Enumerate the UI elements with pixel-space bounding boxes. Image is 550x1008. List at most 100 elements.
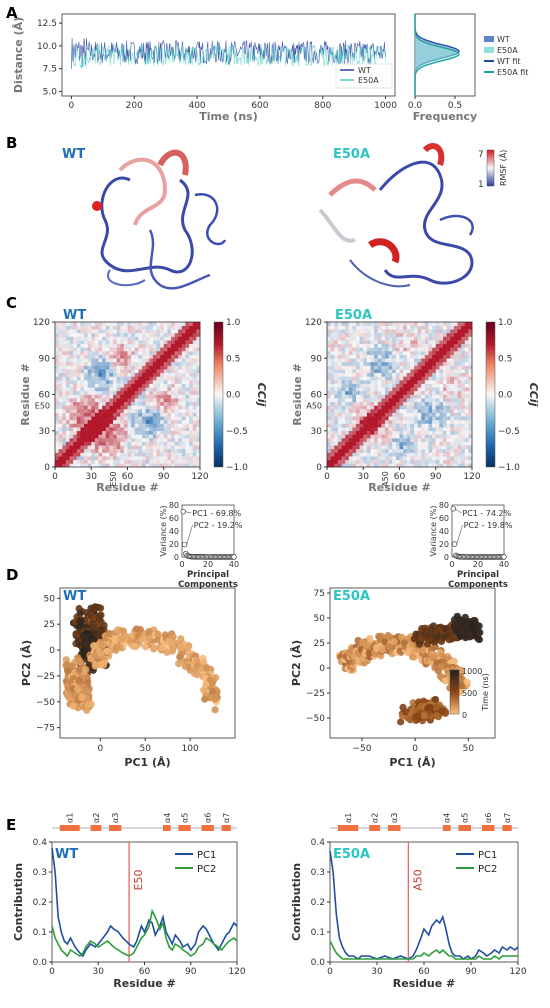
heat-cell	[123, 372, 128, 377]
heat-cell	[102, 387, 107, 392]
heat-cell	[392, 427, 397, 432]
heat-cell	[341, 419, 346, 424]
heat-cell	[156, 401, 161, 406]
heat-cell	[399, 358, 404, 363]
heat-cell	[374, 340, 379, 345]
y-tick-label: 0.1	[33, 928, 47, 938]
heat-cell	[84, 383, 88, 388]
heat-cell	[410, 390, 415, 395]
heat-cell	[381, 347, 386, 352]
heat-cell	[468, 416, 473, 421]
heat-cell	[388, 412, 393, 417]
heat-cell	[189, 365, 194, 370]
heat-cell	[392, 336, 397, 341]
heat-cell	[337, 383, 342, 388]
hist-area-e50a	[415, 14, 459, 96]
heat-cell	[457, 459, 462, 464]
heat-cell	[381, 343, 386, 348]
heat-cell	[363, 332, 368, 337]
heat-cell	[84, 456, 88, 461]
heat-cell	[385, 372, 389, 377]
heat-cell	[123, 351, 128, 355]
heat-cell	[414, 376, 418, 381]
heat-cell	[363, 361, 368, 366]
heat-cell	[363, 416, 368, 421]
heat-cell	[109, 448, 114, 453]
helix-label: α4	[163, 813, 172, 823]
heat-cell	[330, 372, 335, 377]
heat-cell	[464, 325, 469, 330]
heat-cell	[127, 401, 132, 406]
heat-cell	[91, 358, 96, 363]
heat-cell	[160, 394, 165, 399]
heat-cell	[113, 452, 117, 457]
heat-cell	[385, 445, 389, 450]
residue-marker-x: A50	[381, 471, 390, 487]
annotation-leader	[185, 511, 192, 514]
heat-cell	[149, 412, 154, 417]
heat-cell	[461, 387, 466, 392]
heat-cell	[388, 340, 393, 345]
heat-cell	[55, 369, 59, 374]
heat-cell	[196, 361, 201, 366]
heat-cell	[98, 456, 103, 461]
heat-cell	[410, 380, 415, 384]
heat-cell	[414, 401, 418, 406]
heat-cell	[55, 423, 59, 428]
heat-cell	[432, 376, 437, 381]
heat-cell	[337, 456, 342, 461]
heat-cell	[102, 336, 107, 341]
heat-cell	[410, 452, 415, 457]
heat-cell	[113, 354, 117, 359]
heat-cell	[377, 336, 382, 341]
pca-point	[74, 657, 82, 665]
heat-cell	[450, 463, 455, 468]
heat-cell	[341, 390, 346, 395]
heat-cell	[62, 383, 67, 388]
heat-cell	[55, 445, 59, 450]
heat-cell	[374, 412, 379, 417]
heat-cell	[174, 322, 179, 326]
heat-cell	[105, 398, 110, 403]
heat-cell	[171, 456, 175, 461]
heat-cell	[156, 351, 161, 355]
heat-cell	[163, 427, 168, 432]
pca-point	[138, 635, 146, 643]
annotation-leader	[456, 524, 463, 545]
heat-cell	[58, 445, 63, 450]
heat-cell	[359, 401, 364, 406]
heat-cell	[327, 419, 331, 424]
heat-cell	[395, 416, 400, 421]
heat-cell	[352, 427, 357, 432]
heat-cell	[131, 365, 136, 370]
heat-cell	[377, 412, 382, 417]
heat-cell	[363, 445, 368, 450]
heat-cell	[468, 325, 473, 330]
heat-cell	[58, 354, 63, 359]
heat-cell	[55, 383, 59, 388]
heat-cell	[424, 434, 429, 439]
heat-cell	[73, 354, 78, 359]
heat-cell	[359, 441, 364, 446]
heat-cell	[192, 419, 197, 424]
heat-cell	[334, 448, 339, 453]
heat-cell	[403, 387, 408, 392]
heat-cell	[395, 340, 400, 345]
heat-cell	[453, 390, 458, 395]
heat-cell	[424, 430, 429, 435]
heat-cell	[185, 336, 190, 341]
heat-cell	[374, 332, 379, 337]
heat-cell	[377, 448, 382, 453]
heat-cell	[345, 365, 350, 370]
heat-cell	[370, 441, 375, 446]
heat-cell	[374, 351, 379, 355]
heat-cell	[345, 380, 350, 384]
heat-cell	[464, 416, 469, 421]
heat-cell	[145, 365, 150, 370]
y-tick-label: 60	[311, 391, 323, 401]
heat-cell	[116, 347, 121, 352]
contribution-series-pc1	[51, 847, 238, 958]
heat-cell	[388, 459, 393, 464]
heat-cell	[149, 405, 154, 410]
heat-cell	[149, 347, 154, 352]
